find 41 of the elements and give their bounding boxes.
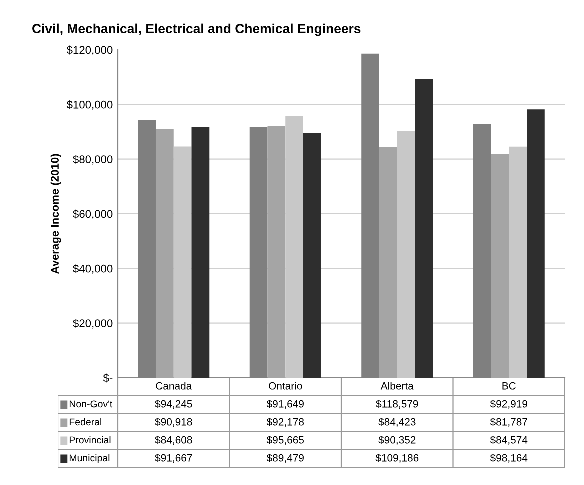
data-label: $84,423	[378, 418, 416, 428]
data-label: $118,579	[376, 400, 418, 410]
y-tick-label: $80,000	[73, 155, 113, 165]
y-tick-label: $40,000	[73, 264, 113, 274]
data-label: $90,352	[378, 436, 416, 446]
y-tick-label: $20,000	[73, 319, 113, 329]
data-label: $109,186	[376, 454, 419, 464]
data-label: $84,574	[490, 436, 528, 446]
x-tick-label: Ontario	[269, 382, 302, 390]
data-label: $94,245	[155, 400, 192, 410]
bar	[397, 131, 416, 378]
data-label: $81,787	[490, 418, 528, 428]
bar	[286, 116, 304, 378]
legend-label: Municipal	[70, 454, 110, 464]
legend-label: Federal	[70, 418, 102, 426]
data-label: $92,919	[490, 400, 528, 410]
legend-label: Non-Gov't	[70, 400, 113, 408]
y-axis-title: Average Income (2010)	[50, 154, 62, 274]
data-label: $95,665	[266, 436, 304, 446]
y-tick-label: $120,000	[66, 46, 113, 56]
data-label: $91,649	[266, 400, 304, 410]
y-tick-label: $60,000	[73, 210, 113, 220]
bar	[174, 146, 192, 378]
bar	[192, 127, 210, 378]
x-tick-label: Alberta	[380, 382, 414, 390]
bar	[509, 146, 528, 378]
x-tick-label: BC	[502, 382, 516, 390]
data-label: $89,479	[266, 454, 304, 464]
bar	[304, 133, 322, 378]
data-label: $92,178	[266, 418, 304, 428]
y-tick-label: $100,000	[66, 100, 113, 110]
legend-label: Provincial	[70, 436, 111, 444]
bar	[415, 80, 434, 378]
bar	[527, 110, 545, 378]
data-label: $98,164	[490, 454, 528, 464]
x-tick-label: Canada	[156, 382, 192, 390]
data-label: $90,918	[155, 418, 192, 428]
data-label: $91,667	[155, 454, 192, 464]
y-tick-label: $-	[103, 374, 113, 383]
data-label: $84,608	[155, 436, 192, 446]
chart-title: Civil, Mechanical, Electrical and Chemical Engineers	[32, 24, 361, 36]
